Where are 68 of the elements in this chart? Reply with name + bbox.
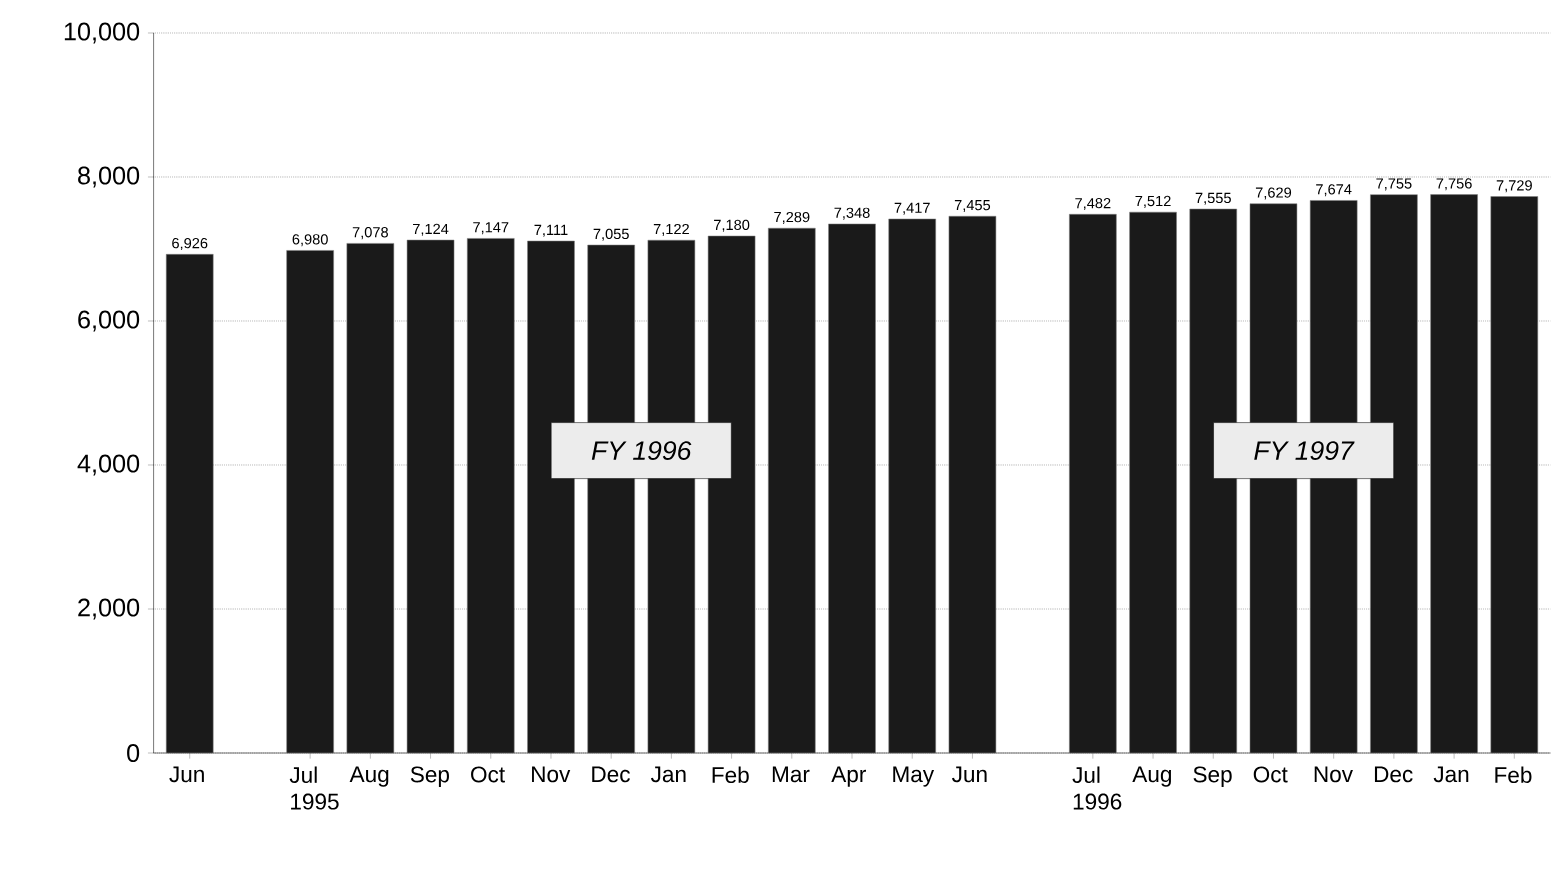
x-tick-label: May: [893, 766, 935, 787]
data-label: 7,055: [593, 228, 629, 241]
x-tick-label: Aug: [349, 766, 389, 787]
data-label: 7,755: [1376, 178, 1412, 191]
annotation: FY 1997: [1254, 441, 1355, 460]
annotation: FY 1996: [591, 441, 692, 460]
bar: [346, 243, 395, 754]
bar: [286, 250, 334, 754]
data-label: 7,289: [774, 211, 810, 224]
data-label: 7,111: [534, 224, 568, 237]
x-tick-label: Oct: [1253, 766, 1288, 783]
data-label: 7,756: [1436, 178, 1472, 191]
bar: [1129, 211, 1177, 754]
x-tick-label: Jul 1995: [289, 766, 339, 810]
x-tick-label: Aug: [1132, 766, 1171, 787]
y-tick-label: 4,000: [77, 454, 140, 476]
y-tick-label: 0: [127, 744, 140, 762]
y-tick-label: 10,000: [64, 22, 140, 44]
x-tick-label: Jul 1996: [1072, 766, 1122, 810]
x-tick-label: Nov: [1314, 766, 1353, 783]
y-tick-label: 8,000: [78, 166, 140, 188]
x-tick-label: Jun: [952, 766, 987, 783]
y-tick-label: 6,000: [78, 310, 140, 332]
bar: [948, 215, 997, 754]
x-tick-label: Dec: [592, 766, 630, 783]
data-label: 7,147: [473, 222, 509, 235]
bar: [527, 240, 575, 754]
x-tick-label: Sep: [1193, 766, 1232, 787]
bar: [1189, 208, 1238, 754]
x-tick-label: Jan: [1433, 766, 1469, 783]
data-label: 7,482: [1075, 197, 1111, 211]
x-tick-label: Sep: [410, 766, 449, 787]
data-label: 7,512: [1135, 195, 1171, 208]
bar: [467, 238, 515, 754]
x-tick-label: Jun: [169, 766, 204, 783]
x-tick-label: Dec: [1374, 766, 1413, 783]
bar: [587, 244, 635, 754]
data-label: 6,926: [172, 238, 208, 251]
x-tick-label: Oct: [471, 766, 505, 783]
bar: [828, 223, 876, 754]
x-tick-label: Nov: [532, 766, 571, 783]
bar: [707, 235, 756, 754]
bar: [1430, 194, 1478, 754]
data-label: 7,729: [1496, 180, 1532, 193]
bar: [406, 239, 455, 754]
data-label: 7,629: [1255, 187, 1292, 200]
data-label: 7,122: [653, 223, 689, 236]
data-label: 7,078: [352, 227, 388, 240]
bar: [1490, 196, 1539, 754]
bar: [768, 227, 816, 754]
data-label: 6,980: [292, 234, 328, 247]
x-tick-label: Apr: [831, 766, 866, 787]
x-tick-label: Jan: [650, 766, 686, 783]
data-label: 7,180: [714, 219, 750, 232]
bar: [165, 254, 214, 754]
x-tick-label: Feb: [1495, 766, 1532, 784]
y-tick-label: 2,000: [78, 598, 140, 620]
data-label: 7,455: [954, 200, 991, 212]
bar: [888, 218, 936, 754]
data-label: 7,555: [1195, 192, 1231, 205]
data-label: 7,124: [413, 223, 449, 236]
bar: [1370, 194, 1418, 754]
x-tick-label: Mar: [772, 766, 810, 783]
bar: [1069, 214, 1117, 754]
data-label: 7,674: [1316, 184, 1352, 197]
x-tick-label: Feb: [712, 766, 749, 784]
data-label: 7,348: [834, 207, 870, 220]
data-label: 7,417: [894, 202, 930, 215]
